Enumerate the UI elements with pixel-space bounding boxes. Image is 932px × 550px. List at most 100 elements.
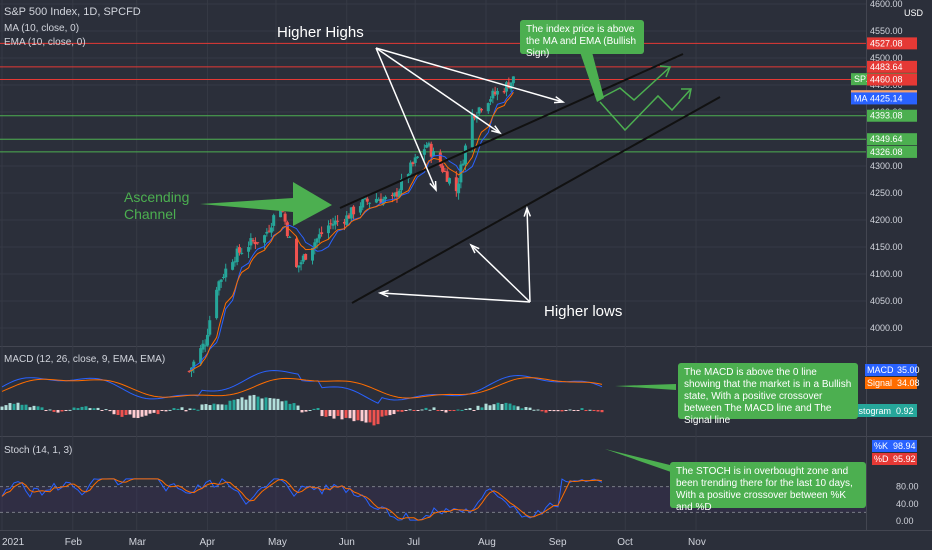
macd-histogram-bar: [368, 410, 372, 423]
macd-histogram-bar: [316, 407, 320, 410]
macd-histogram-bar: [592, 410, 596, 411]
price-level-tag: [867, 133, 917, 146]
higher-high-arrow-2: [375, 47, 501, 134]
macd-histogram-bar: [236, 399, 240, 410]
bullish-note-arrow: [580, 52, 604, 102]
macd-histogram-bar: [520, 408, 524, 410]
candle-body: [502, 90, 506, 93]
macd-histogram-bar: [396, 410, 400, 412]
macd-histogram-bar: [432, 407, 436, 410]
candle-body: [454, 177, 458, 192]
x-tick-label: Mar: [129, 537, 147, 548]
candle-body: [447, 178, 451, 184]
macd-histogram-bar: [148, 410, 152, 414]
macd-histogram-bar: [292, 403, 296, 410]
candle-body: [345, 215, 349, 226]
candle-body: [192, 361, 196, 369]
macd-histogram-bar: [576, 410, 580, 411]
macd-histogram-bar: [168, 409, 172, 411]
candle-body: [203, 345, 207, 347]
price-level-tag: [851, 92, 917, 105]
candle-body: [445, 171, 449, 182]
histogram-tag-label: Histogram: [850, 406, 891, 416]
x-tick-label: Jun: [339, 537, 355, 548]
candle-body: [285, 222, 289, 237]
macd-histogram-bar: [272, 398, 276, 410]
higher-highs-label: Higher Highs: [277, 24, 364, 41]
candle-body: [397, 190, 401, 198]
price-level-tag-value: 4326.08: [870, 147, 903, 157]
candle-body: [425, 144, 429, 148]
currency-label: USD: [904, 8, 924, 18]
candle-body: [409, 162, 413, 174]
macd-histogram-bar: [204, 404, 208, 410]
macd-histogram-bar: [484, 403, 488, 410]
y-tick-label: 4300.00: [870, 161, 903, 171]
higher-high-arrow-2-head: [491, 125, 502, 135]
candle-body: [429, 143, 433, 157]
k-tag-value: 98.94: [893, 441, 916, 451]
macd-histogram-bar: [548, 410, 552, 411]
price-axis-separator: [866, 0, 867, 530]
candle-body: [283, 213, 287, 222]
macd-histogram-bar: [60, 410, 64, 412]
macd-histogram-bar: [552, 410, 556, 412]
macd-histogram-bar: [144, 410, 148, 416]
candle-body: [279, 206, 283, 218]
candle-body: [187, 370, 191, 372]
macd-histogram-bar: [32, 405, 36, 410]
macd-histogram-bar: [276, 398, 280, 410]
macd-histogram-bar: [84, 406, 88, 410]
macd-histogram-bar: [456, 409, 460, 411]
macd-histogram-bar: [116, 410, 120, 415]
macd-histogram-bar: [472, 410, 476, 411]
candle-body: [224, 268, 228, 278]
macd-histogram-bar: [44, 410, 48, 411]
price-level-tag: [867, 109, 917, 122]
signal-line: [1, 377, 603, 399]
candle-body: [201, 343, 205, 350]
macd-histogram-bar: [500, 403, 504, 410]
price-level-tag-name: SPX: [854, 74, 872, 84]
macd-histogram-bar: [136, 410, 140, 419]
macd-histogram-bar: [216, 404, 220, 410]
candle-body: [304, 253, 308, 260]
candle-body: [251, 240, 255, 242]
stoch-y-tick: 0.00: [896, 516, 914, 526]
macd-histogram-bar: [572, 410, 576, 411]
macd-histogram-bar: [404, 410, 408, 411]
macd-histogram-bar: [76, 408, 80, 410]
stoch-title: Stoch (14, 1, 3): [4, 445, 72, 456]
macd-histogram-bar: [392, 410, 396, 415]
macd-histogram-bar: [188, 408, 192, 410]
macd-histogram-bar: [468, 408, 472, 410]
ema-legend: EMA (10, close, 0): [4, 37, 86, 48]
y-tick-label: 4250.00: [870, 188, 903, 198]
macd-histogram-bar: [584, 410, 588, 411]
macd-histogram-bar: [200, 404, 204, 410]
macd-histogram-bar: [496, 402, 500, 410]
candle-body: [310, 248, 314, 261]
ema-line: [189, 92, 514, 372]
panel-separator-stoch: [0, 436, 932, 437]
y-tick-label: 4500.00: [870, 53, 903, 63]
higher-low-arrow-3-head: [523, 205, 532, 217]
macd-histogram-bar: [296, 405, 300, 410]
candle-body: [317, 234, 321, 239]
macd-histogram-bar: [424, 407, 428, 410]
macd-histogram-bar: [464, 408, 468, 410]
candle-body: [411, 162, 415, 164]
signal-value-tag: [865, 377, 917, 389]
macd-histogram-bar: [40, 407, 44, 410]
candle-body: [365, 198, 369, 202]
macd-histogram-bar: [248, 395, 252, 410]
candle-body: [233, 261, 237, 263]
macd-histogram-bar: [112, 410, 116, 415]
macd-histogram-bar: [376, 410, 380, 425]
macd-histogram-bar: [16, 402, 20, 410]
x-tick-label: Nov: [688, 537, 706, 548]
candle-body: [443, 171, 447, 173]
macd-histogram-bar: [56, 410, 60, 413]
projection-path-1: [596, 67, 670, 102]
histogram-tag-value: 0.92: [896, 406, 914, 416]
